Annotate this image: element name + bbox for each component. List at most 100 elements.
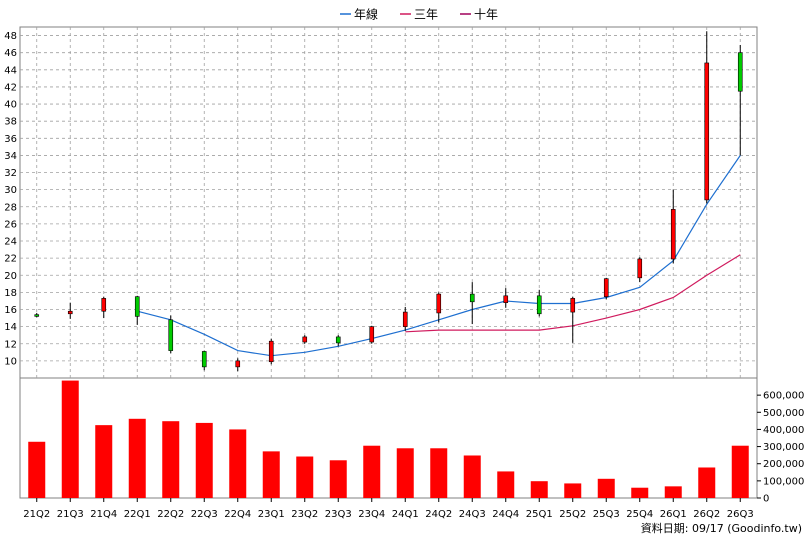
candle-body bbox=[637, 258, 643, 279]
x-tick-label: 25Q1 bbox=[526, 509, 553, 520]
volume-bar bbox=[363, 445, 381, 498]
volume-bar bbox=[329, 460, 347, 498]
volume-bar bbox=[61, 380, 79, 498]
price-tick-label: 12 bbox=[4, 339, 17, 350]
volume-tick-label: 500,000 bbox=[763, 408, 804, 419]
volume-bar bbox=[698, 467, 716, 498]
price-tick-label: 32 bbox=[4, 168, 17, 179]
volume-bar bbox=[631, 487, 649, 498]
volume-bar bbox=[28, 441, 46, 498]
candle-body bbox=[302, 336, 308, 343]
price-tick-label: 14 bbox=[4, 322, 17, 333]
candle-body bbox=[34, 314, 40, 317]
x-tick-label: 26Q3 bbox=[727, 509, 754, 520]
volume-tick-label: 200,000 bbox=[763, 459, 804, 470]
legend-entry: 三年 bbox=[414, 8, 438, 22]
x-tick-label: 26Q1 bbox=[660, 509, 687, 520]
price-tick-label: 34 bbox=[4, 151, 17, 162]
volume-bar bbox=[162, 421, 180, 498]
candle-body bbox=[737, 52, 743, 92]
candlesticks bbox=[34, 31, 743, 372]
x-tick-label: 23Q2 bbox=[291, 509, 318, 520]
price-tick-label: 18 bbox=[4, 288, 17, 299]
x-tick-label: 21Q3 bbox=[57, 509, 84, 520]
volume-tick-label: 300,000 bbox=[763, 442, 804, 453]
candle-body bbox=[134, 296, 140, 317]
x-tick-label: 25Q3 bbox=[593, 509, 620, 520]
x-tick-label: 23Q1 bbox=[258, 509, 285, 520]
x-tick-label: 24Q3 bbox=[459, 509, 486, 520]
legend: 年線 三年 十年 bbox=[340, 7, 498, 22]
price-tick-label: 36 bbox=[4, 134, 17, 145]
candle-body bbox=[101, 298, 107, 312]
candle-body bbox=[670, 209, 676, 260]
candle-body bbox=[536, 295, 542, 315]
x-tick-label: 23Q3 bbox=[325, 509, 352, 520]
candle-body bbox=[603, 278, 609, 297]
price-tick-label: 28 bbox=[4, 202, 17, 213]
volume-bar bbox=[396, 448, 414, 498]
x-tick-label: 22Q3 bbox=[191, 509, 218, 520]
volume-bar bbox=[497, 471, 515, 498]
candle-body bbox=[570, 298, 576, 313]
price-tick-label: 38 bbox=[4, 117, 17, 128]
x-tick-label: 24Q4 bbox=[492, 509, 519, 520]
x-tick-label: 22Q4 bbox=[224, 509, 251, 520]
volume-bar bbox=[128, 418, 146, 498]
price-tick-label: 44 bbox=[4, 65, 17, 76]
volume-bar bbox=[95, 425, 113, 498]
volume-axis: 0 100,000 200,000 300,000 400,000 500,000 600,… bbox=[757, 391, 804, 505]
volume-bars bbox=[28, 380, 749, 498]
source-note: 資料日期: 09/17 (Goodinfo.tw) bbox=[641, 521, 802, 535]
x-tick-label: 21Q2 bbox=[23, 509, 50, 520]
candle-body bbox=[402, 311, 408, 327]
candle-body bbox=[469, 293, 475, 303]
volume-bar bbox=[229, 429, 247, 498]
price-tick-label: 42 bbox=[4, 82, 17, 93]
volume-bar bbox=[296, 456, 314, 498]
price-tick-label: 26 bbox=[4, 219, 17, 230]
x-tick-label: 26Q2 bbox=[693, 509, 720, 520]
x-axis: 21Q2 21Q3 21Q4 22Q1 22Q2 22Q3 22Q4 23Q1 23Q2 23Q3… bbox=[23, 498, 754, 520]
x-tick-label: 25Q4 bbox=[626, 509, 653, 520]
price-axis: 10 12 14 16 18 20 22 24 26 28 30 32 34 36 38 40 42 44 46 48 bbox=[4, 31, 17, 367]
x-tick-label: 22Q2 bbox=[157, 509, 184, 520]
x-tick-label: 22Q1 bbox=[124, 509, 151, 520]
price-tick-label: 24 bbox=[4, 237, 17, 248]
x-tick-label: 23Q4 bbox=[358, 509, 385, 520]
volume-bar bbox=[731, 445, 749, 498]
x-tick-label: 24Q2 bbox=[425, 509, 452, 520]
price-tick-label: 40 bbox=[4, 100, 17, 111]
volume-bar bbox=[262, 451, 280, 498]
volume-bar bbox=[430, 448, 448, 498]
price-tick-label: 16 bbox=[4, 305, 17, 316]
x-tick-label: 25Q2 bbox=[559, 509, 586, 520]
price-tick-label: 48 bbox=[4, 31, 17, 42]
legend-entry: 十年 bbox=[474, 8, 498, 22]
candle-body bbox=[369, 326, 375, 343]
candle-body bbox=[67, 310, 73, 315]
candle-body bbox=[503, 295, 509, 303]
candle-body bbox=[335, 336, 341, 344]
price-tick-label: 30 bbox=[4, 185, 17, 196]
volume-bar bbox=[664, 486, 682, 498]
volume-bar bbox=[530, 481, 548, 498]
price-panel-frame bbox=[19, 26, 758, 379]
price-tick-label: 46 bbox=[4, 48, 17, 59]
volume-tick-label: 600,000 bbox=[763, 391, 804, 402]
x-tick-label: 24Q1 bbox=[392, 509, 419, 520]
candle-body bbox=[168, 319, 174, 351]
price-tick-label: 20 bbox=[4, 271, 17, 282]
candle-body bbox=[704, 62, 710, 201]
volume-bar bbox=[564, 483, 582, 498]
x-tick-label: 21Q4 bbox=[90, 509, 117, 520]
volume-tick-label: 400,000 bbox=[763, 425, 804, 436]
volume-bar bbox=[463, 455, 481, 498]
price-tick-label: 10 bbox=[4, 356, 17, 367]
volume-bar bbox=[597, 478, 615, 498]
price-tick-label: 22 bbox=[4, 254, 17, 265]
legend-entry: 年線 bbox=[354, 7, 378, 22]
candle-body bbox=[235, 360, 241, 368]
volume-bar bbox=[195, 422, 213, 498]
